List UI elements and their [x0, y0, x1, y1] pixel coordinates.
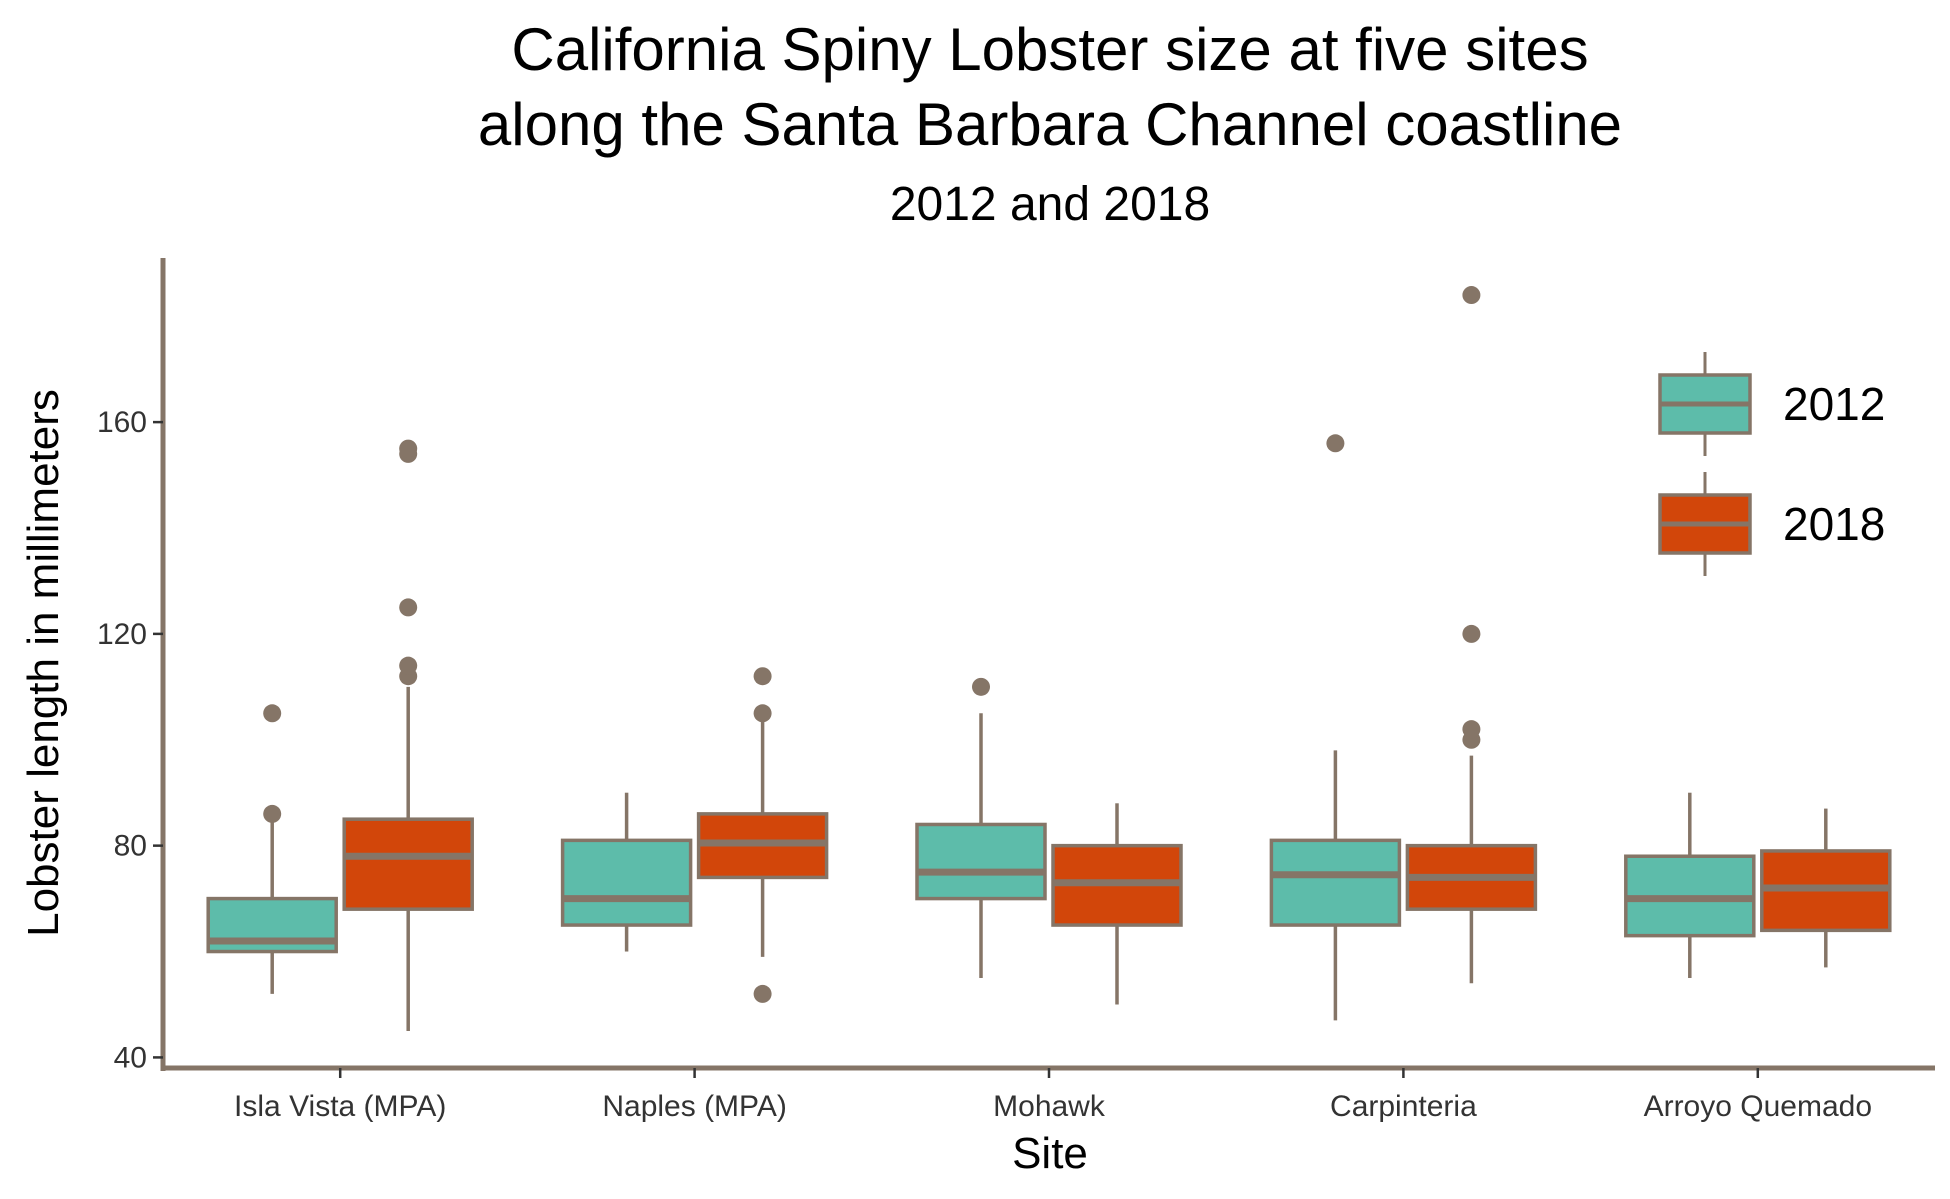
legend-item-2012: 2012	[1658, 352, 1885, 456]
outlier-point	[753, 667, 772, 686]
x-tick-label: Arroyo Quemado	[1644, 1090, 1872, 1123]
box-iqr	[342, 817, 474, 911]
box-2012-1	[560, 792, 693, 952]
outlier-point	[753, 984, 772, 1003]
axes: 40 80 120 160 Isla Vista (MPA) Naples (MPA) Mo…	[97, 258, 1935, 1123]
outlier-point	[972, 677, 990, 696]
y-tick-label: 40	[114, 1041, 147, 1074]
outlier-point	[399, 656, 418, 675]
box-2012-3	[1269, 434, 1402, 1021]
box-2012-0	[206, 704, 338, 994]
box-iqr	[560, 838, 693, 927]
outlier-point	[1462, 624, 1481, 643]
x-tick-label: Carpinteria	[1330, 1090, 1477, 1123]
plot-area	[206, 286, 1892, 1031]
y-tick-label: 80	[114, 830, 147, 863]
box-2012-2	[915, 677, 1047, 978]
box-2018-1	[696, 667, 829, 1003]
chart-subtitle: 2012 and 2018	[890, 178, 1210, 231]
outlier-point	[399, 439, 418, 458]
y-tick-label: 120	[97, 618, 147, 651]
box-2012-4	[1624, 792, 1756, 978]
box-2018-3	[1405, 286, 1538, 984]
box-iqr	[1269, 838, 1402, 927]
outlier-point	[399, 598, 418, 617]
outlier-point	[263, 704, 282, 723]
legend: 2012 2018	[1658, 352, 1885, 576]
chart-title-line-2: along the Santa Barbara Channel coastlin…	[478, 91, 1622, 158]
legend-label: 2018	[1783, 498, 1885, 550]
x-axis-title: Site	[1012, 1129, 1088, 1178]
box-2018-4	[1760, 808, 1892, 968]
x-tick-label: Naples (MPA)	[602, 1090, 786, 1123]
box-2018-2	[1051, 803, 1183, 1005]
outlier-point	[1326, 434, 1345, 453]
x-tick-label: Isla Vista (MPA)	[234, 1090, 446, 1123]
legend-item-2018: 2018	[1658, 472, 1885, 576]
legend-label: 2012	[1783, 378, 1885, 430]
box-iqr	[915, 822, 1047, 901]
chart-title-line-1: California Spiny Lobster size at five si…	[511, 16, 1588, 83]
outlier-point	[753, 704, 772, 723]
outlier-point	[1462, 720, 1481, 739]
outlier-point	[1462, 286, 1481, 305]
y-axis-title: Lobster length in millimeters	[19, 389, 68, 937]
x-tick-label: Mohawk	[993, 1090, 1106, 1123]
outlier-point	[263, 804, 282, 823]
y-tick-label: 160	[97, 406, 147, 439]
box-2018-0	[342, 439, 474, 1031]
